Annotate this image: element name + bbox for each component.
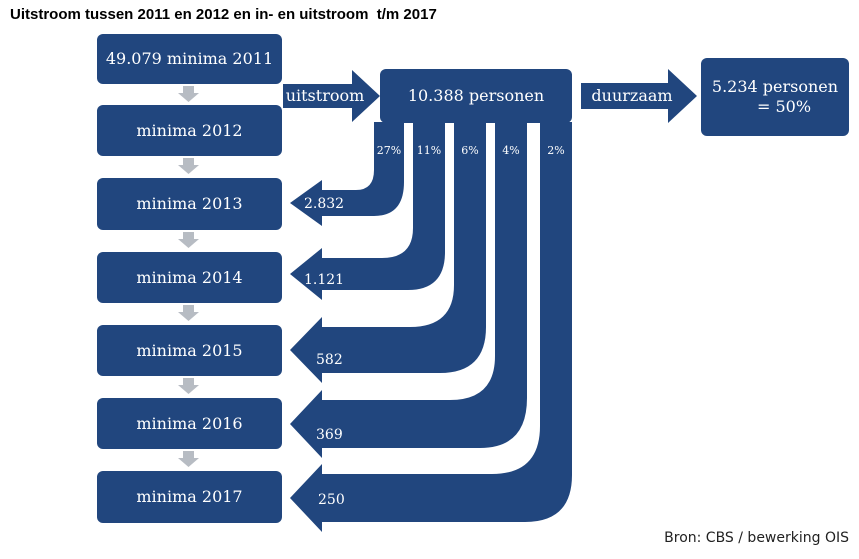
down-arrow-2016-2017 <box>178 451 199 467</box>
return-band-2014 <box>290 122 445 300</box>
return-value-2013: 2.832 <box>304 196 345 212</box>
return-band-2015 <box>290 122 486 383</box>
return-band-2016 <box>290 122 527 458</box>
down-arrow-2013-2014 <box>178 232 199 248</box>
return-band-2017 <box>290 122 572 532</box>
box-personen-label: 10.388 personen <box>407 86 545 105</box>
box-duurzaam: 5.234 personen = 50% <box>701 58 849 136</box>
box-minima-2016-label: minima 2016 <box>136 413 243 433</box>
return-pct-2015: 6% <box>461 144 479 157</box>
return-value-2014: 1.121 <box>304 272 345 288</box>
box-minima-2015: minima 2015 <box>97 325 282 376</box>
box-duurzaam-line2: = 50% <box>756 97 812 116</box>
return-pct-2016: 4% <box>502 144 520 157</box>
gray-down-arrows <box>178 86 199 467</box>
duurzaam-arrow <box>581 69 697 123</box>
box-minima-2012-label: minima 2012 <box>136 120 243 140</box>
return-flow-bands <box>290 122 572 532</box>
box-minima-2013-label: minima 2013 <box>136 194 243 213</box>
box-minima-2011-label: 49.079 minima 2011 <box>105 49 274 68</box>
return-band-2013 <box>290 122 404 226</box>
box-minima-2014-label: minima 2014 <box>136 267 243 287</box>
box-minima-2011: 49.079 minima 2011 <box>97 34 282 84</box>
box-duurzaam-line1: 5.234 personen <box>711 77 839 96</box>
box-minima-2016: minima 2016 <box>97 398 282 449</box>
box-minima-2017: minima 2017 <box>97 471 282 523</box>
down-arrow-2014-2015 <box>178 305 199 321</box>
duurzaam-label: duurzaam <box>591 86 673 105</box>
return-value-2016: 369 <box>316 427 343 443</box>
down-arrow-2015-2016 <box>178 378 199 394</box>
return-pct-2013: 27% <box>376 144 402 157</box>
box-minima-2015-label: minima 2015 <box>136 340 243 360</box>
box-minima-2012: minima 2012 <box>97 105 282 156</box>
down-arrow-2012-2013 <box>178 158 199 174</box>
uitstroom-arrow <box>283 70 380 122</box>
box-personen: 10.388 personen <box>380 69 572 123</box>
uitstroom-label: uitstroom <box>285 86 365 105</box>
box-minima-2014: minima 2014 <box>97 252 282 303</box>
return-value-2017: 250 <box>318 492 345 508</box>
down-arrow-2011-2012 <box>178 86 199 102</box>
box-minima-2013: minima 2013 <box>97 178 282 230</box>
return-value-2015: 582 <box>316 352 343 368</box>
return-pct-2017: 2% <box>547 144 565 157</box>
return-pct-2014: 11% <box>416 144 442 157</box>
source-note: Bron: CBS / bewerking OIS <box>664 530 849 546</box>
diagram-title: Uitstroom tussen 2011 en 2012 en in- en … <box>10 6 437 23</box>
box-minima-2017-label: minima 2017 <box>136 487 243 506</box>
